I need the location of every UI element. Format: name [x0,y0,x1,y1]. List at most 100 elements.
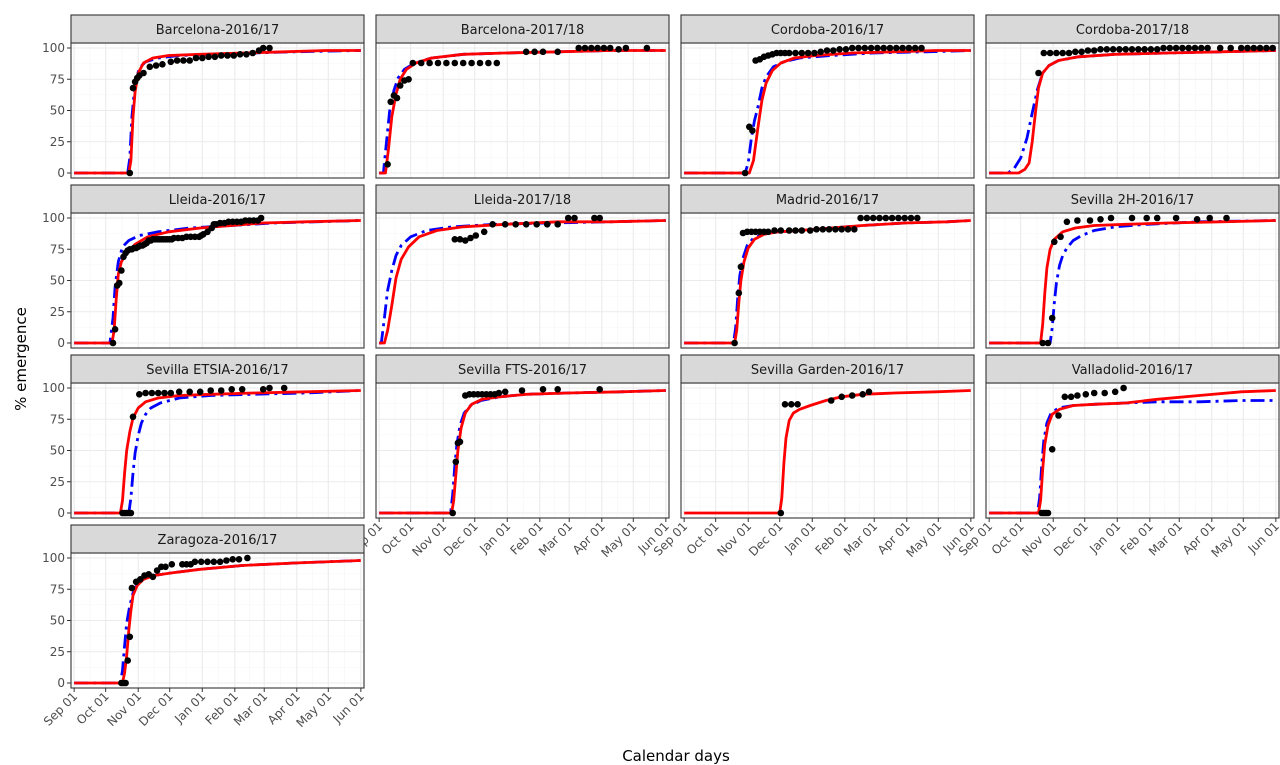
observed-point [785,227,793,234]
observed-point [140,69,147,77]
x-tick-label: May 01 [598,519,639,560]
observed-point [1172,214,1180,222]
observed-point [211,53,219,61]
observed-point [554,386,561,393]
x-tick-label: Nov 01 [1019,519,1059,559]
observed-point [1078,48,1085,56]
observed-point [126,169,134,177]
observed-point [1044,509,1052,517]
x-tick-label: Nov 01 [714,519,754,559]
observed-point [539,386,547,393]
observed-point [173,57,181,64]
y-tick-label: 0 [57,506,65,520]
observed-point [886,44,894,52]
observed-point [643,44,651,52]
y-tick-label: 0 [57,336,65,350]
observed-point [880,44,887,52]
x-tick-label: Jan 01 [781,519,818,556]
observed-point [216,558,224,566]
observed-point [1053,49,1060,57]
strip-background [985,184,1280,214]
x-tick-label: Sep 01 [41,689,80,728]
series-line-red [74,49,361,175]
y-tick-label: 75 [50,412,65,426]
observed-point [1263,44,1270,52]
observed-point [1204,44,1211,52]
observed-point [1084,47,1092,54]
observed-point [449,509,457,517]
observed-point [1193,216,1201,223]
observed-point [384,161,391,168]
x-tick-label: May 01 [1208,519,1249,560]
y-tick-label: 0 [57,676,65,690]
observed-point [865,388,873,396]
panel-data [989,384,1276,517]
observed-point [180,57,187,64]
observed-point [741,169,749,177]
observed-point [785,49,793,57]
y-axis-title: % emergence [12,307,30,411]
x-tick-label: May 01 [903,519,944,560]
facet-panel: Sevilla 2H-2016/17 [985,184,1280,349]
observed-point [495,389,503,397]
strip-background [375,354,670,384]
observed-point [149,573,157,581]
observed-point [434,59,442,67]
observed-point [122,679,129,687]
panel-data [379,386,666,517]
observed-point [217,387,225,394]
observed-point [161,389,168,397]
observed-point [485,59,492,67]
strip-label: Zaragoza-2016/17 [158,533,278,548]
y-tick-label: 75 [50,72,65,86]
observed-point [409,59,417,67]
observed-point [128,584,136,592]
observed-point [217,52,225,59]
observed-point [167,389,175,397]
observed-point [1059,49,1066,57]
observed-point [1101,389,1108,397]
observed-point [396,82,404,89]
observed-point [1061,393,1069,401]
strip-label: Barcelona-2017/18 [461,23,585,38]
y-tick-label: 100 [42,551,65,565]
observed-point [848,392,856,399]
observed-point [832,226,839,233]
observed-point [771,227,778,234]
observed-point [749,127,756,134]
observed-point [456,236,464,243]
strip-label: Lleida-2017/18 [474,193,571,208]
x-tick-label: Jan 01 [1086,519,1123,556]
observed-point [229,556,236,563]
observed-point [581,44,589,52]
observed-point [167,58,175,66]
strip-label: Lleida-2016/17 [169,193,266,208]
observed-point [842,46,850,53]
observed-point [901,214,908,222]
y-tick-label: 50 [50,274,65,288]
y-tick-label: 100 [42,211,65,225]
observed-point [1250,44,1258,52]
observed-point [393,94,401,102]
observed-point [175,388,183,396]
y-tick-label: 25 [50,475,65,489]
observed-point [1067,393,1075,401]
observed-point [554,221,561,228]
strip-background [70,14,365,44]
strip-label: Barcelona-2016/17 [156,23,280,38]
series-line-red [74,219,361,345]
facet-panel: Cordoba-2017/18 [985,14,1280,179]
strip-label: Sevilla FTS-2016/17 [458,363,587,378]
series-line-red [379,389,666,515]
observed-point [817,48,824,56]
panel-data [74,554,361,687]
observed-point [1044,339,1052,347]
y-tick-label: 25 [50,135,65,149]
observed-point [867,44,875,52]
observed-point [118,267,125,274]
observed-point [493,59,501,67]
observed-point [205,53,212,61]
panel-data [74,214,361,347]
